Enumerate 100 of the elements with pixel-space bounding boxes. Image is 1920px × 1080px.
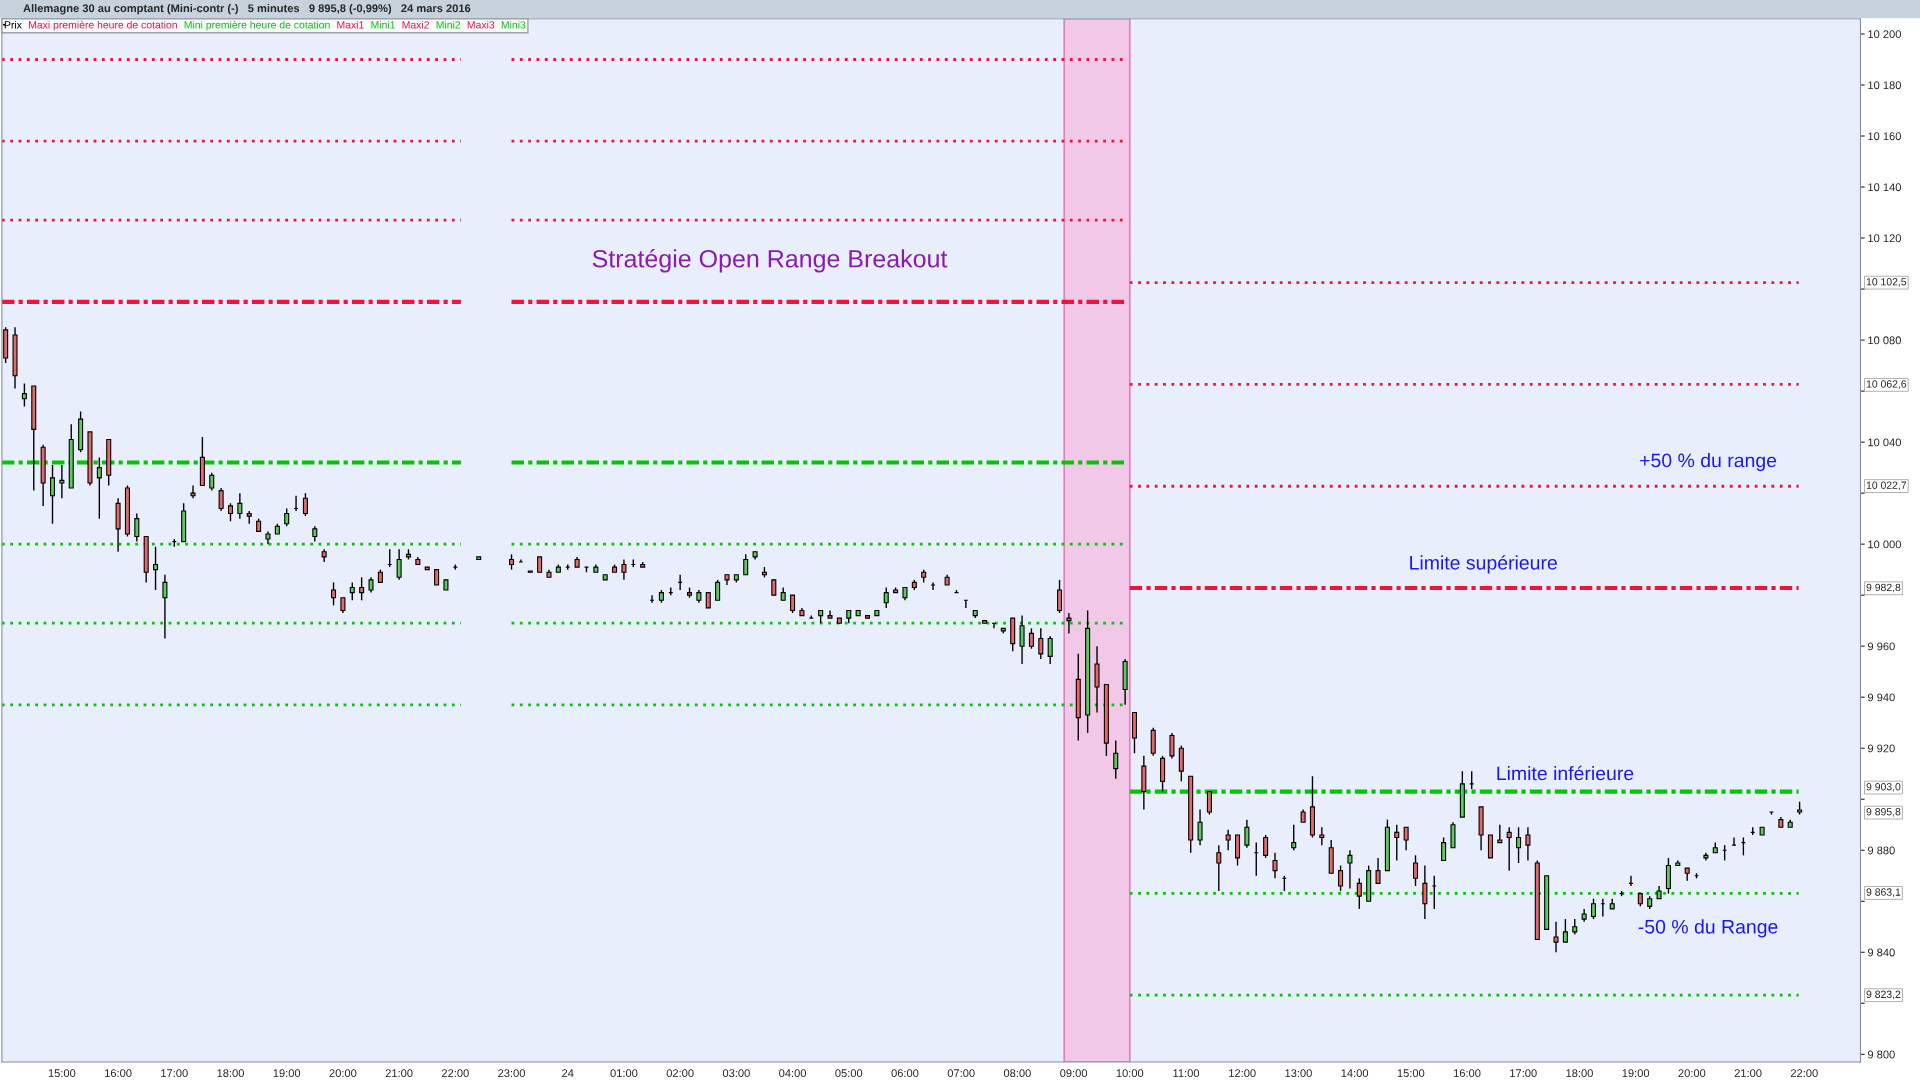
- annotation: +50 % du range: [1640, 453, 1777, 472]
- candlestick: [1169, 732, 1175, 760]
- x-tick-label: 17:00: [1510, 1069, 1537, 1078]
- y-tick-label: 10 180: [1868, 81, 1901, 90]
- x-tick-label: 23:00: [498, 1069, 525, 1078]
- y-tick-label: 10 200: [1868, 30, 1901, 39]
- candlestick: [1244, 818, 1250, 849]
- candlestick: [1057, 579, 1063, 614]
- y-tick-label: 9 880: [1867, 846, 1895, 855]
- candlestick: [1019, 614, 1025, 665]
- text: 9 982,8: [1866, 583, 1901, 593]
- candlestick: [162, 574, 168, 640]
- x-tick-label: 14:00: [1341, 1069, 1369, 1078]
- candlestick: [1487, 834, 1493, 859]
- candlestick: [359, 576, 365, 601]
- y-tick-label: 10 120: [1868, 234, 1901, 243]
- chart-subtitle: Allemagne 30 au comptant (Mini-contr (-) 5 minutes 9 895,8 (-0,99%) 24 mars 2016: [23, 3, 471, 15]
- text: 9 895,8: [1866, 808, 1901, 817]
- candlestick: [218, 487, 224, 512]
- candlestick: [1319, 826, 1325, 846]
- x-tick-label: 22:00: [441, 1069, 469, 1078]
- candlestick: [134, 512, 140, 543]
- text: Maxi1: [337, 20, 364, 29]
- candlestick: [1160, 755, 1166, 793]
- text: Mini1: [371, 20, 395, 29]
- text: Maxi2: [402, 20, 429, 29]
- x-tick-label: 03:00: [722, 1069, 750, 1078]
- x-tick-label: 04:00: [779, 1069, 807, 1078]
- candlestick: [1506, 826, 1512, 872]
- x-tick-label: 06:00: [891, 1069, 919, 1078]
- y-tick-label: 10 040: [1868, 438, 1901, 447]
- candlestick: [1590, 898, 1597, 920]
- x-tick-label: 18:00: [217, 1069, 244, 1078]
- candlestick: [827, 609, 833, 619]
- candlestick: [1347, 849, 1353, 890]
- y-tick-label: 9 920: [1867, 744, 1895, 753]
- y-tick-label: 10 080: [1868, 336, 1901, 345]
- candlestick: [1038, 627, 1044, 660]
- candlestick: [1553, 920, 1559, 953]
- candlestick: [237, 492, 243, 520]
- text: 10 062,6: [1866, 380, 1907, 389]
- x-tick-label: 13:00: [1285, 1069, 1312, 1078]
- text: Maxi3: [467, 20, 495, 29]
- x-tick-label: 05:00: [835, 1069, 863, 1078]
- candlestick: [1516, 826, 1522, 864]
- candlestick: [1562, 918, 1568, 943]
- legend-label: Prix: [4, 20, 22, 29]
- text: Maxi première heure de cotation: [29, 20, 177, 31]
- x-tick-label: 10:00: [1116, 1069, 1144, 1078]
- text: 9 863,1: [1866, 888, 1901, 897]
- annotation: Limite inférieure: [1497, 765, 1634, 781]
- candlestick: [396, 548, 402, 581]
- candlestick: [715, 579, 721, 601]
- x-tick-label: 21:00: [1734, 1069, 1762, 1078]
- annotation: Limite supérieure: [1410, 555, 1557, 574]
- text: Mini première heure de cotation: [184, 20, 330, 31]
- candlestick: [190, 484, 196, 499]
- candlestick: [743, 553, 749, 576]
- candlestick: [59, 464, 65, 499]
- candlestick: [1356, 877, 1362, 910]
- candlestick: [1206, 790, 1212, 816]
- annotation: -50 % du Range: [1638, 919, 1778, 938]
- x-tick-label: 01:00: [610, 1069, 638, 1078]
- candlestick: [1412, 854, 1419, 887]
- candlestick: [49, 464, 56, 525]
- y-tick-label: 9 800: [1867, 1050, 1895, 1059]
- candlestick: [1403, 826, 1409, 851]
- candlestick: [1235, 834, 1241, 867]
- x-tick-label: 16:00: [105, 1069, 132, 1078]
- candlestick: [1047, 635, 1053, 665]
- candlestick: [1422, 864, 1428, 920]
- candlestick: [1394, 824, 1400, 862]
- y-tick-label: 10 160: [1868, 132, 1901, 141]
- text: 9 823,2: [1866, 990, 1901, 1000]
- text: 10 102,5: [1866, 278, 1907, 287]
- candlestick: [1497, 824, 1503, 844]
- candlestick: [331, 581, 337, 607]
- x-tick-label: 24: [562, 1069, 574, 1077]
- x-tick-label: 19:00: [1622, 1069, 1650, 1078]
- candlestick: [1178, 744, 1184, 783]
- candlestick: [1066, 612, 1072, 635]
- candlestick: [1375, 857, 1381, 885]
- y-tick-label: 9 940: [1867, 693, 1895, 702]
- x-tick-label: 11:00: [1173, 1069, 1200, 1078]
- y-tick-label: 9 960: [1867, 642, 1895, 651]
- candlestick: [1028, 627, 1034, 650]
- x-tick-label: 08:00: [1003, 1069, 1031, 1078]
- y-tick-label: 10 000: [1868, 540, 1901, 549]
- candlestick: [1450, 821, 1456, 849]
- candlestick: [1150, 727, 1156, 757]
- x-tick-label: 16:00: [1453, 1069, 1481, 1078]
- y-tick-label: 10 140: [1868, 183, 1901, 192]
- x-tick-label: 15:00: [1397, 1069, 1425, 1078]
- x-tick-label: 07:00: [947, 1069, 975, 1078]
- candlestick: [1197, 808, 1203, 846]
- candlestick: [1263, 834, 1269, 859]
- x-tick-label: 20:00: [1678, 1069, 1706, 1078]
- candlestick: [1525, 826, 1531, 862]
- candlestick: [1338, 864, 1344, 892]
- candlestick: [621, 558, 627, 581]
